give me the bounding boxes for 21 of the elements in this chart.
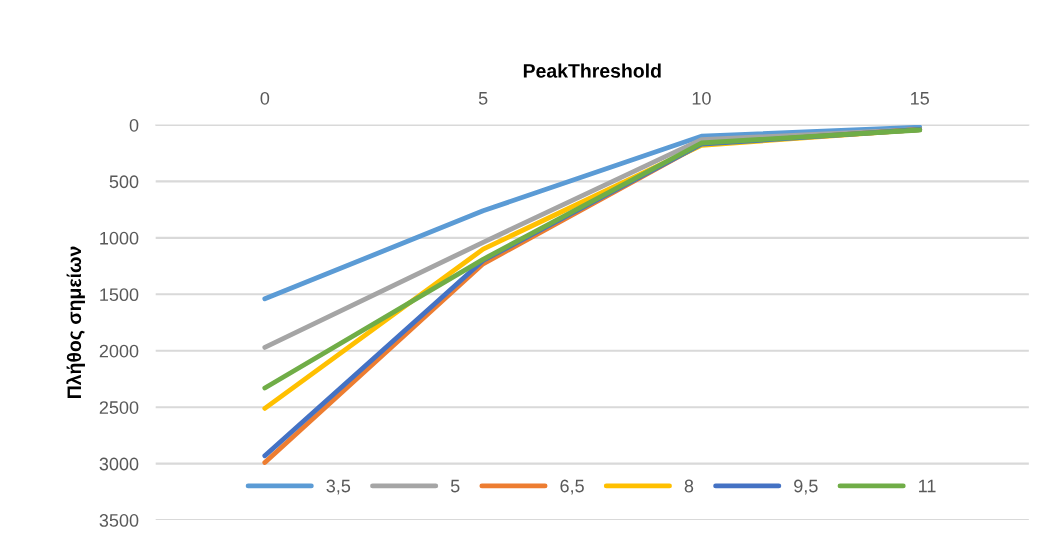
legend-label: 3,5 (326, 479, 351, 495)
y-tick-label: 1000 (100, 231, 139, 245)
legend-label: 5 (450, 479, 460, 493)
legend-label: 9,5 (794, 479, 818, 495)
y-tick-label: 3500 (99, 514, 139, 527)
y-tick-label: 3000 (99, 457, 139, 471)
y-tick-label: 2000 (99, 344, 139, 358)
y-tick-label: 2500 (99, 401, 139, 414)
x-tick-label: 15 (911, 92, 929, 105)
y-tick-label: 500 (109, 175, 139, 189)
x-tick-label: 5 (478, 92, 488, 105)
legend-label: 6,5 (560, 479, 584, 495)
y-tick-label: 0 (129, 118, 139, 132)
legend-label: 8 (684, 479, 694, 493)
y-tick-label: 1500 (100, 288, 139, 302)
line-series (262, 124, 923, 302)
x-tick-label: 10 (692, 91, 711, 105)
y-axis-title: Πλήθος σημείων (66, 246, 85, 399)
x-axis-title: PeakThreshold (523, 63, 661, 78)
legend-label: 11 (919, 479, 936, 493)
x-tick-label: 0 (260, 91, 270, 105)
